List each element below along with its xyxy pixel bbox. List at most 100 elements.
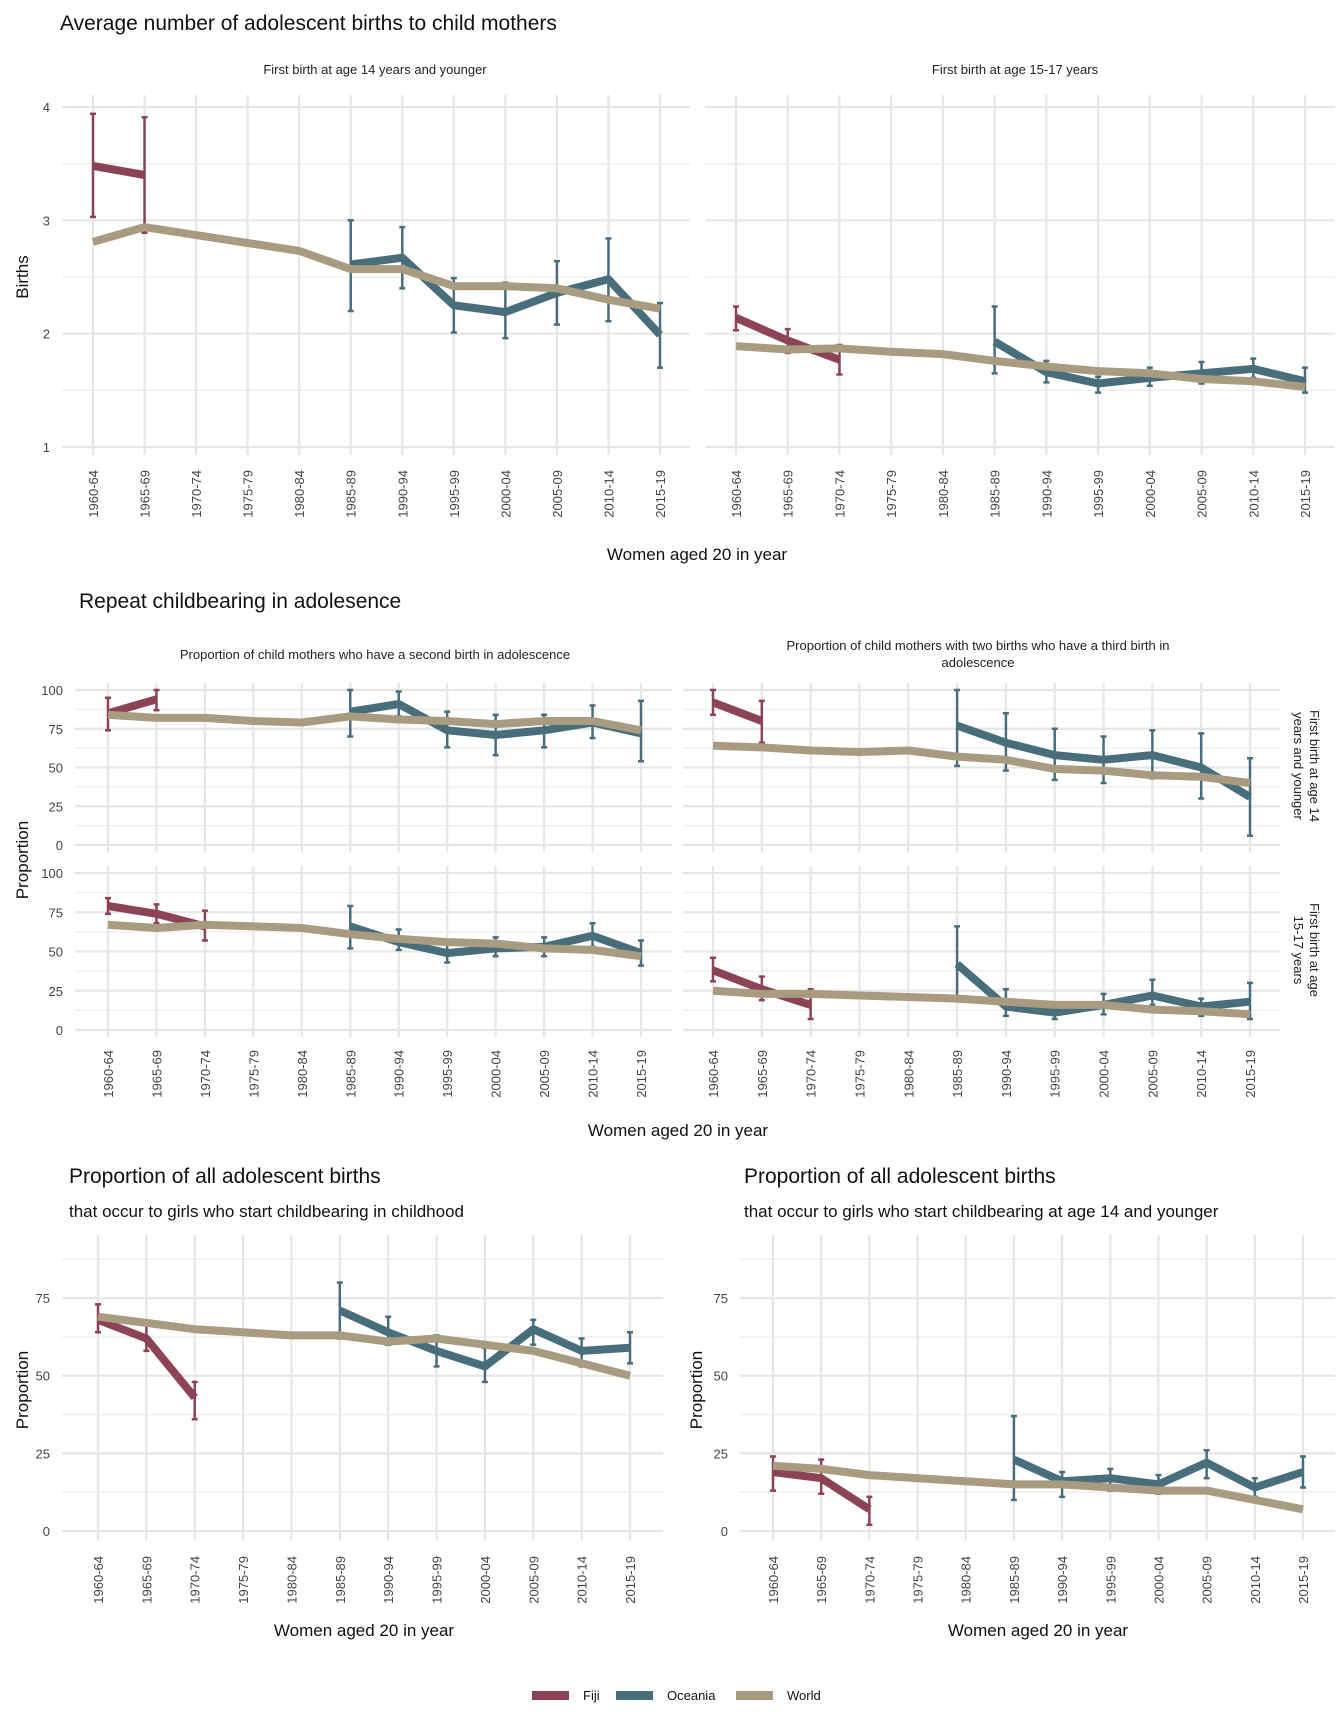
y-tick-label: 75 [49, 905, 63, 920]
x-tick-label: 1980-84 [284, 1556, 299, 1604]
x-tick-label: 1965-69 [755, 1050, 770, 1098]
x-tick-label: 2010-14 [575, 1556, 590, 1604]
x-tick-label: 2005-09 [550, 470, 565, 518]
x-tick-label: 1990-94 [1055, 1556, 1070, 1604]
series-line-world [107, 710, 642, 735]
chart-panel-p6: 1960-64 1965-69 1970-74 1975-79 1980-84 1985-… [683, 866, 1280, 1098]
series-line-world [107, 920, 642, 961]
x-tick-label: 1960-64 [86, 470, 101, 518]
x-tick-label: 1995-99 [440, 1050, 455, 1098]
x-tick-label: 2000-04 [1151, 1556, 1166, 1604]
panel-strip-third-birth-line1: Proportion of child mothers with two bir… [787, 638, 1170, 653]
x-tick-label: 2010-14 [586, 1050, 601, 1098]
x-axis-label-repeat: Women aged 20 in year [588, 1121, 769, 1140]
x-tick-label: 1990-94 [392, 1050, 407, 1098]
x-tick-label: 1980-84 [292, 470, 307, 518]
panel-strip-p1: First birth at age 14 years and younger [263, 62, 487, 77]
y-tick-label: 4 [43, 100, 50, 115]
y-axis-label-share-14: Proportion [687, 1351, 706, 1429]
x-tick-label: 1970-74 [862, 1556, 877, 1604]
x-tick-label: 2005-09 [1200, 1556, 1215, 1604]
x-tick-label: 1965-69 [138, 470, 153, 518]
x-tick-label: 1975-79 [852, 1050, 867, 1098]
y-tick-label: 75 [49, 722, 63, 737]
x-tick-label: 1975-79 [241, 470, 256, 518]
chart-panel-p3: 0 25 50 75 100 [41, 683, 672, 853]
x-tick-label: 1970-74 [188, 1556, 203, 1604]
x-tick-label: 1965-69 [814, 1556, 829, 1604]
x-tick-label: 2015-19 [653, 470, 668, 518]
section-title-share-child: Proportion of all adolescent births [69, 1165, 381, 1188]
x-tick-label: 1960-64 [706, 1050, 721, 1098]
legend-swatch-oceania [616, 1691, 653, 1700]
chart-panel-p2: 1960-64 1965-69 1970-74 1975-79 1980-84 1985-… [705, 95, 1335, 518]
x-tick-label: 2005-09 [537, 1050, 552, 1098]
x-tick-label: 1970-74 [198, 1050, 213, 1098]
x-tick-label: 1995-99 [1048, 1050, 1063, 1098]
x-tick-label: 1980-84 [901, 1050, 916, 1098]
x-tick-label: 1975-79 [236, 1556, 251, 1604]
x-tick-label: 1975-79 [911, 1556, 926, 1604]
series-line-world [712, 741, 1251, 787]
x-tick-label: 2015-19 [1296, 1556, 1311, 1604]
x-tick-label: 1970-74 [832, 470, 847, 518]
x-tick-label: 1985-89 [988, 470, 1003, 518]
x-tick-label: 2010-14 [1194, 1050, 1209, 1098]
y-tick-label: 50 [49, 945, 63, 960]
chart-panel-p1: 1 2 3 4 1960-64 1965-69 1970-74 1975-79 1980-84 1… [43, 95, 690, 518]
y-tick-label: 75 [714, 1291, 728, 1306]
x-tick-label: 2010-14 [1246, 470, 1261, 518]
section-title-repeat: Repeat childbearing in adolesence [79, 590, 401, 613]
y-tick-label: 25 [49, 984, 63, 999]
y-tick-label: 50 [36, 1369, 50, 1384]
y-tick-label: 3 [43, 213, 50, 228]
y-tick-label: 75 [36, 1291, 50, 1306]
legend: Fiji Oceania World [532, 1688, 821, 1703]
y-tick-label: 25 [49, 799, 63, 814]
x-tick-label: 2010-14 [1248, 1556, 1263, 1604]
x-axis-label-births: Women aged 20 in year [607, 545, 788, 564]
y-tick-label: 0 [43, 1524, 50, 1539]
x-tick-label: 1985-89 [333, 1556, 348, 1604]
x-tick-label: 1970-74 [189, 470, 204, 518]
series-line-world [772, 1461, 1304, 1514]
y-tick-label: 0 [721, 1524, 728, 1539]
y-tick-label: 100 [41, 866, 63, 881]
y-axis-label-repeat: Proportion [13, 821, 32, 899]
y-tick-label: 25 [714, 1446, 728, 1461]
x-tick-label: 2005-09 [1145, 1050, 1160, 1098]
x-tick-label: 1995-99 [1091, 470, 1106, 518]
x-axis-label-share-child: Women aged 20 in year [274, 1621, 455, 1640]
x-tick-label: 1995-99 [1103, 1556, 1118, 1604]
chart-panel-p7: 0 25 50 75 1960-64 1965-69 1970-74 1975-79 1980-… [36, 1235, 663, 1604]
legend-swatch-world [736, 1691, 773, 1700]
x-tick-label: 2015-19 [1243, 1050, 1258, 1098]
legend-label-world: World [787, 1688, 821, 1703]
x-tick-label: 1985-89 [343, 1050, 358, 1098]
series-line-world [97, 1312, 631, 1380]
section-subtitle-share-child: that occur to girls who start childbeari… [69, 1202, 464, 1221]
x-tick-label: 2005-09 [1195, 470, 1210, 518]
y-tick-label: 2 [43, 327, 50, 342]
series-line-fiji [106, 695, 158, 718]
x-tick-label: 1990-94 [999, 1050, 1014, 1098]
series-line-world [735, 342, 1306, 391]
y-tick-label: 0 [56, 838, 63, 853]
x-tick-label: 1965-69 [149, 1050, 164, 1098]
x-tick-label: 1990-94 [395, 470, 410, 518]
chart-panel-p4 [683, 683, 1280, 852]
x-tick-label: 1980-84 [959, 1556, 974, 1604]
x-tick-label: 1995-99 [430, 1556, 445, 1604]
x-tick-label: 2000-04 [1143, 470, 1158, 518]
x-tick-label: 2010-14 [601, 470, 616, 518]
legend-swatch-fiji [532, 1691, 569, 1700]
row-strip-1517-line1: First birth at age [1307, 903, 1322, 997]
x-tick-label: 1975-79 [246, 1050, 261, 1098]
y-tick-label: 25 [36, 1446, 50, 1461]
section-subtitle-share-14: that occur to girls who start childbeari… [744, 1202, 1219, 1221]
series-line-fiji [92, 161, 146, 179]
row-strip-1517-line2: 15-17 years [1291, 916, 1306, 985]
legend-label-fiji: Fiji [583, 1688, 600, 1703]
x-tick-label: 1960-64 [101, 1050, 116, 1098]
y-tick-label: 1 [43, 440, 50, 455]
